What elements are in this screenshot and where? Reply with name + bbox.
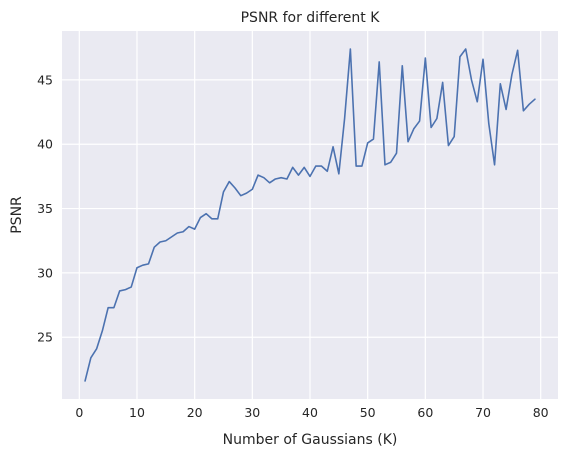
- grid-lines: [62, 31, 558, 399]
- x-tick-label: 10: [129, 405, 145, 420]
- x-tick-label: 0: [75, 405, 83, 420]
- psnr-series-line: [84, 48, 536, 382]
- y-tick-label: 40: [37, 137, 53, 152]
- x-tick-label: 60: [417, 405, 433, 420]
- y-axis-label: PSNR: [9, 196, 25, 234]
- x-tick-label: 70: [475, 405, 491, 420]
- y-tick-label: 35: [37, 201, 53, 216]
- x-axis-label: Number of Gaussians (K): [223, 432, 398, 448]
- x-tick-label: 20: [187, 405, 203, 420]
- chart-title: PSNR for different K: [241, 10, 381, 26]
- y-tick-label: 25: [37, 330, 53, 345]
- y-tick-label: 30: [37, 265, 53, 280]
- x-tick-label: 80: [533, 405, 549, 420]
- x-tick-label: 40: [302, 405, 318, 420]
- series-layer: [84, 48, 536, 382]
- tick-labels: 0 10 20 30 40 50 60 70 80 25 30 35 40 45: [37, 72, 549, 420]
- x-tick-label: 30: [244, 405, 260, 420]
- y-tick-label: 45: [37, 72, 53, 87]
- x-tick-label: 50: [360, 405, 376, 420]
